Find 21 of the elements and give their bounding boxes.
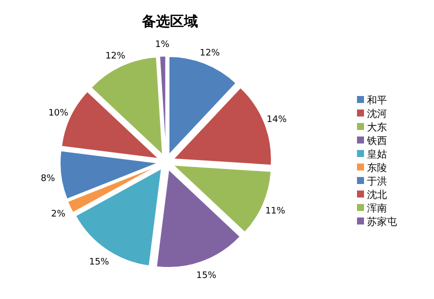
legend-label: 东陵 [367,162,387,174]
legend-label: 沈北 [367,189,387,201]
data-label: 12% [105,51,126,62]
data-label: 10% [48,108,69,118]
data-label: 2% [51,210,66,220]
legend-label: 沈河 [367,108,387,120]
data-label: 11% [265,206,286,216]
legend-label: 铁西 [366,135,387,147]
legend-label: 和平 [367,94,387,106]
legend-label: 于洪 [367,176,387,188]
data-label: 1% [155,40,170,50]
data-label: 14% [266,115,288,126]
data-label: 8% [40,174,56,184]
legend-label: 苏家屯 [367,216,397,228]
legend-label: 大东 [367,122,387,134]
chart-title: 备选区域 [141,14,198,30]
data-label: 12% [200,48,220,58]
data-label: 15% [89,257,110,268]
data-label: 15% [196,270,217,281]
legend-label: 皇姑 [367,148,387,160]
legend-label: 浑南 [367,202,387,214]
